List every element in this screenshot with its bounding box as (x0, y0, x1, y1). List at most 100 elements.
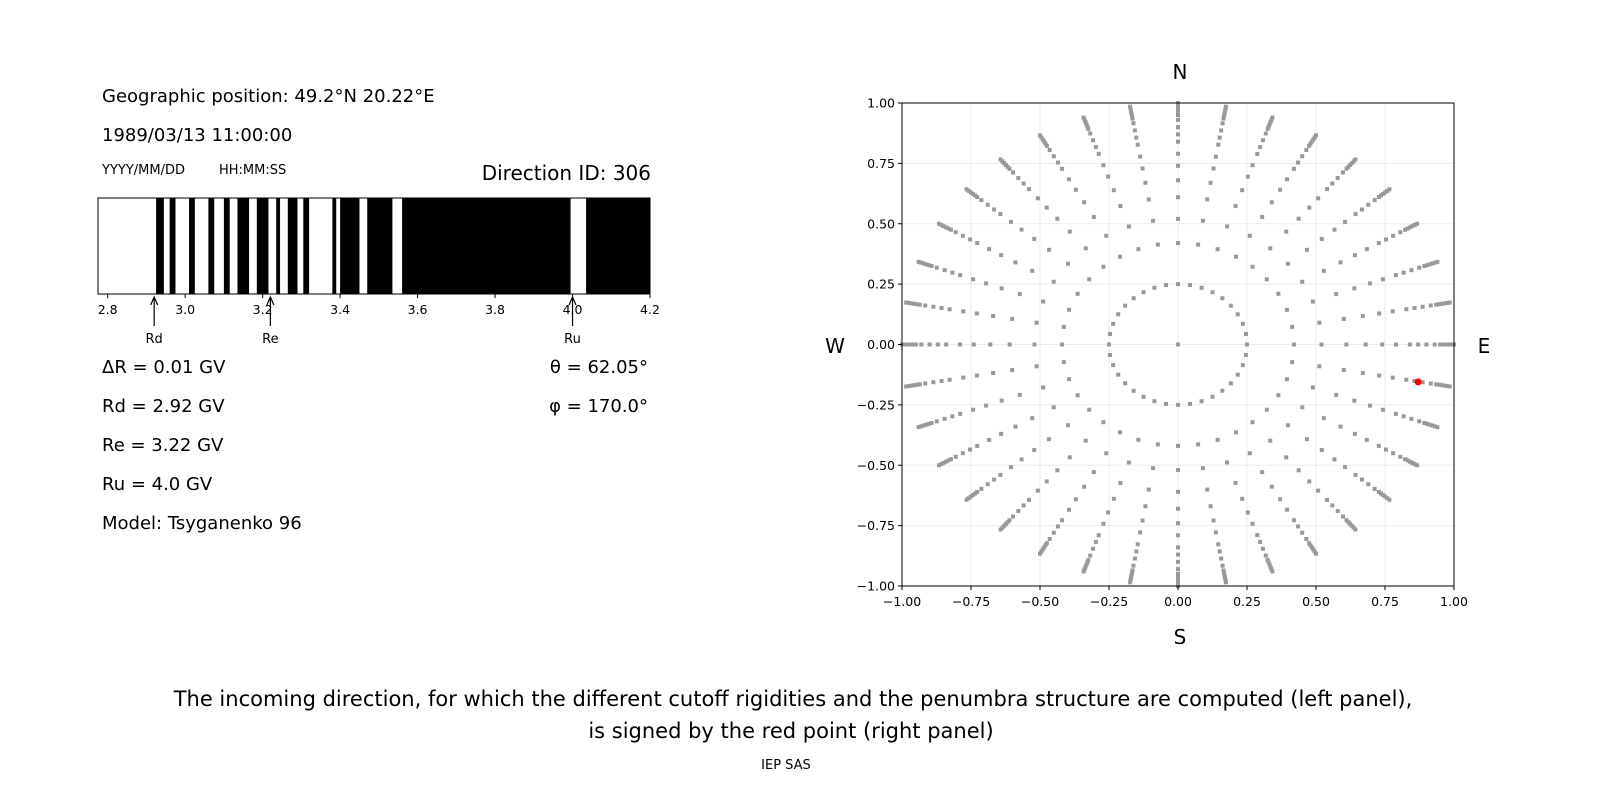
data-point (912, 383, 917, 388)
data-point (1407, 225, 1412, 230)
data-point (1372, 198, 1377, 203)
data-point (1066, 507, 1071, 512)
data-point (1176, 521, 1180, 526)
data-point (1021, 503, 1026, 508)
data-point (1376, 443, 1381, 448)
data-point (1304, 437, 1309, 442)
data-point (919, 260, 924, 265)
data-point (1407, 342, 1412, 347)
data-point (1146, 487, 1151, 492)
data-point (1152, 399, 1157, 404)
y-tick-label: 0.50 (867, 216, 895, 231)
data-point (1383, 494, 1388, 499)
caption-line-1: The incoming direction, for which the di… (173, 687, 1413, 711)
data-point (1129, 570, 1134, 575)
data-point (1260, 138, 1265, 143)
data-point (1285, 177, 1290, 182)
data-point (1403, 227, 1408, 232)
y-tick-label: 0.25 (867, 277, 895, 292)
data-point (1047, 537, 1052, 542)
data-point (1107, 342, 1111, 347)
data-point (1200, 218, 1205, 223)
data-point (944, 342, 949, 347)
data-point (1312, 549, 1317, 554)
data-point (1394, 342, 1399, 347)
data-point (973, 193, 978, 198)
data-point (1308, 141, 1313, 146)
data-point (1096, 533, 1101, 538)
data-point (1055, 160, 1060, 165)
data-point (948, 227, 953, 232)
data-point (1409, 416, 1414, 421)
data-point (1055, 524, 1060, 529)
data-point (1060, 342, 1065, 347)
data-point (1176, 579, 1180, 584)
data-point (1412, 222, 1417, 227)
data-point (1330, 181, 1335, 186)
forbidden-band (189, 198, 195, 294)
data-point (968, 237, 973, 242)
data-point (1258, 145, 1263, 150)
data-point (1136, 437, 1141, 442)
data-point (975, 241, 980, 246)
data-point (1445, 300, 1450, 305)
marker-arrow-head (266, 295, 275, 306)
data-point (1316, 488, 1321, 493)
data-point (1407, 459, 1412, 464)
data-point (1088, 131, 1093, 136)
marker-label: Rd (146, 332, 163, 347)
data-point (1141, 290, 1146, 295)
data-point (1380, 277, 1385, 282)
data-point (1398, 454, 1403, 459)
data-point (1435, 259, 1440, 264)
data-point (1013, 424, 1018, 429)
data-point (1353, 527, 1358, 532)
data-point (1101, 521, 1106, 526)
data-point (1319, 342, 1324, 347)
data-point (1044, 205, 1049, 210)
data-point (1393, 411, 1398, 416)
data-point (1104, 233, 1109, 238)
data-point (985, 482, 990, 487)
data-point (1131, 296, 1136, 301)
data-point (1380, 407, 1385, 412)
data-point (1240, 321, 1245, 326)
data-point (941, 224, 946, 229)
data-point (1083, 564, 1088, 569)
data-point (1106, 174, 1111, 179)
data-point (1300, 405, 1305, 410)
data-point (970, 493, 975, 498)
data-point (1390, 375, 1395, 380)
data-point (1269, 117, 1274, 122)
forbidden-band (223, 198, 230, 294)
data-point (1220, 388, 1225, 393)
data-point (1222, 575, 1227, 580)
data-point (1128, 107, 1133, 112)
data-point (1146, 197, 1151, 202)
data-point (992, 477, 997, 482)
data-point (1223, 580, 1228, 585)
data-point (906, 384, 911, 389)
data-point (924, 262, 929, 267)
data-point (1108, 332, 1113, 337)
data-point (1116, 372, 1121, 377)
data-point (1415, 221, 1420, 226)
data-point (1035, 488, 1040, 493)
data-point (975, 195, 980, 200)
data-point (1319, 448, 1324, 453)
data-point (1091, 470, 1096, 475)
data-point (1128, 104, 1133, 109)
x-tick-label: −0.50 (1021, 594, 1059, 609)
data-point (1060, 518, 1065, 523)
data-point (1176, 571, 1180, 576)
marker-label: Ru (564, 332, 581, 347)
data-point (1385, 496, 1390, 501)
data-point (1222, 111, 1227, 116)
data-point (1404, 307, 1409, 312)
data-point (1220, 296, 1225, 301)
data-point (1443, 342, 1448, 347)
ru-value: Ru = 4.0 GV (102, 474, 213, 495)
data-point (1367, 281, 1372, 286)
data-point (1087, 407, 1092, 412)
